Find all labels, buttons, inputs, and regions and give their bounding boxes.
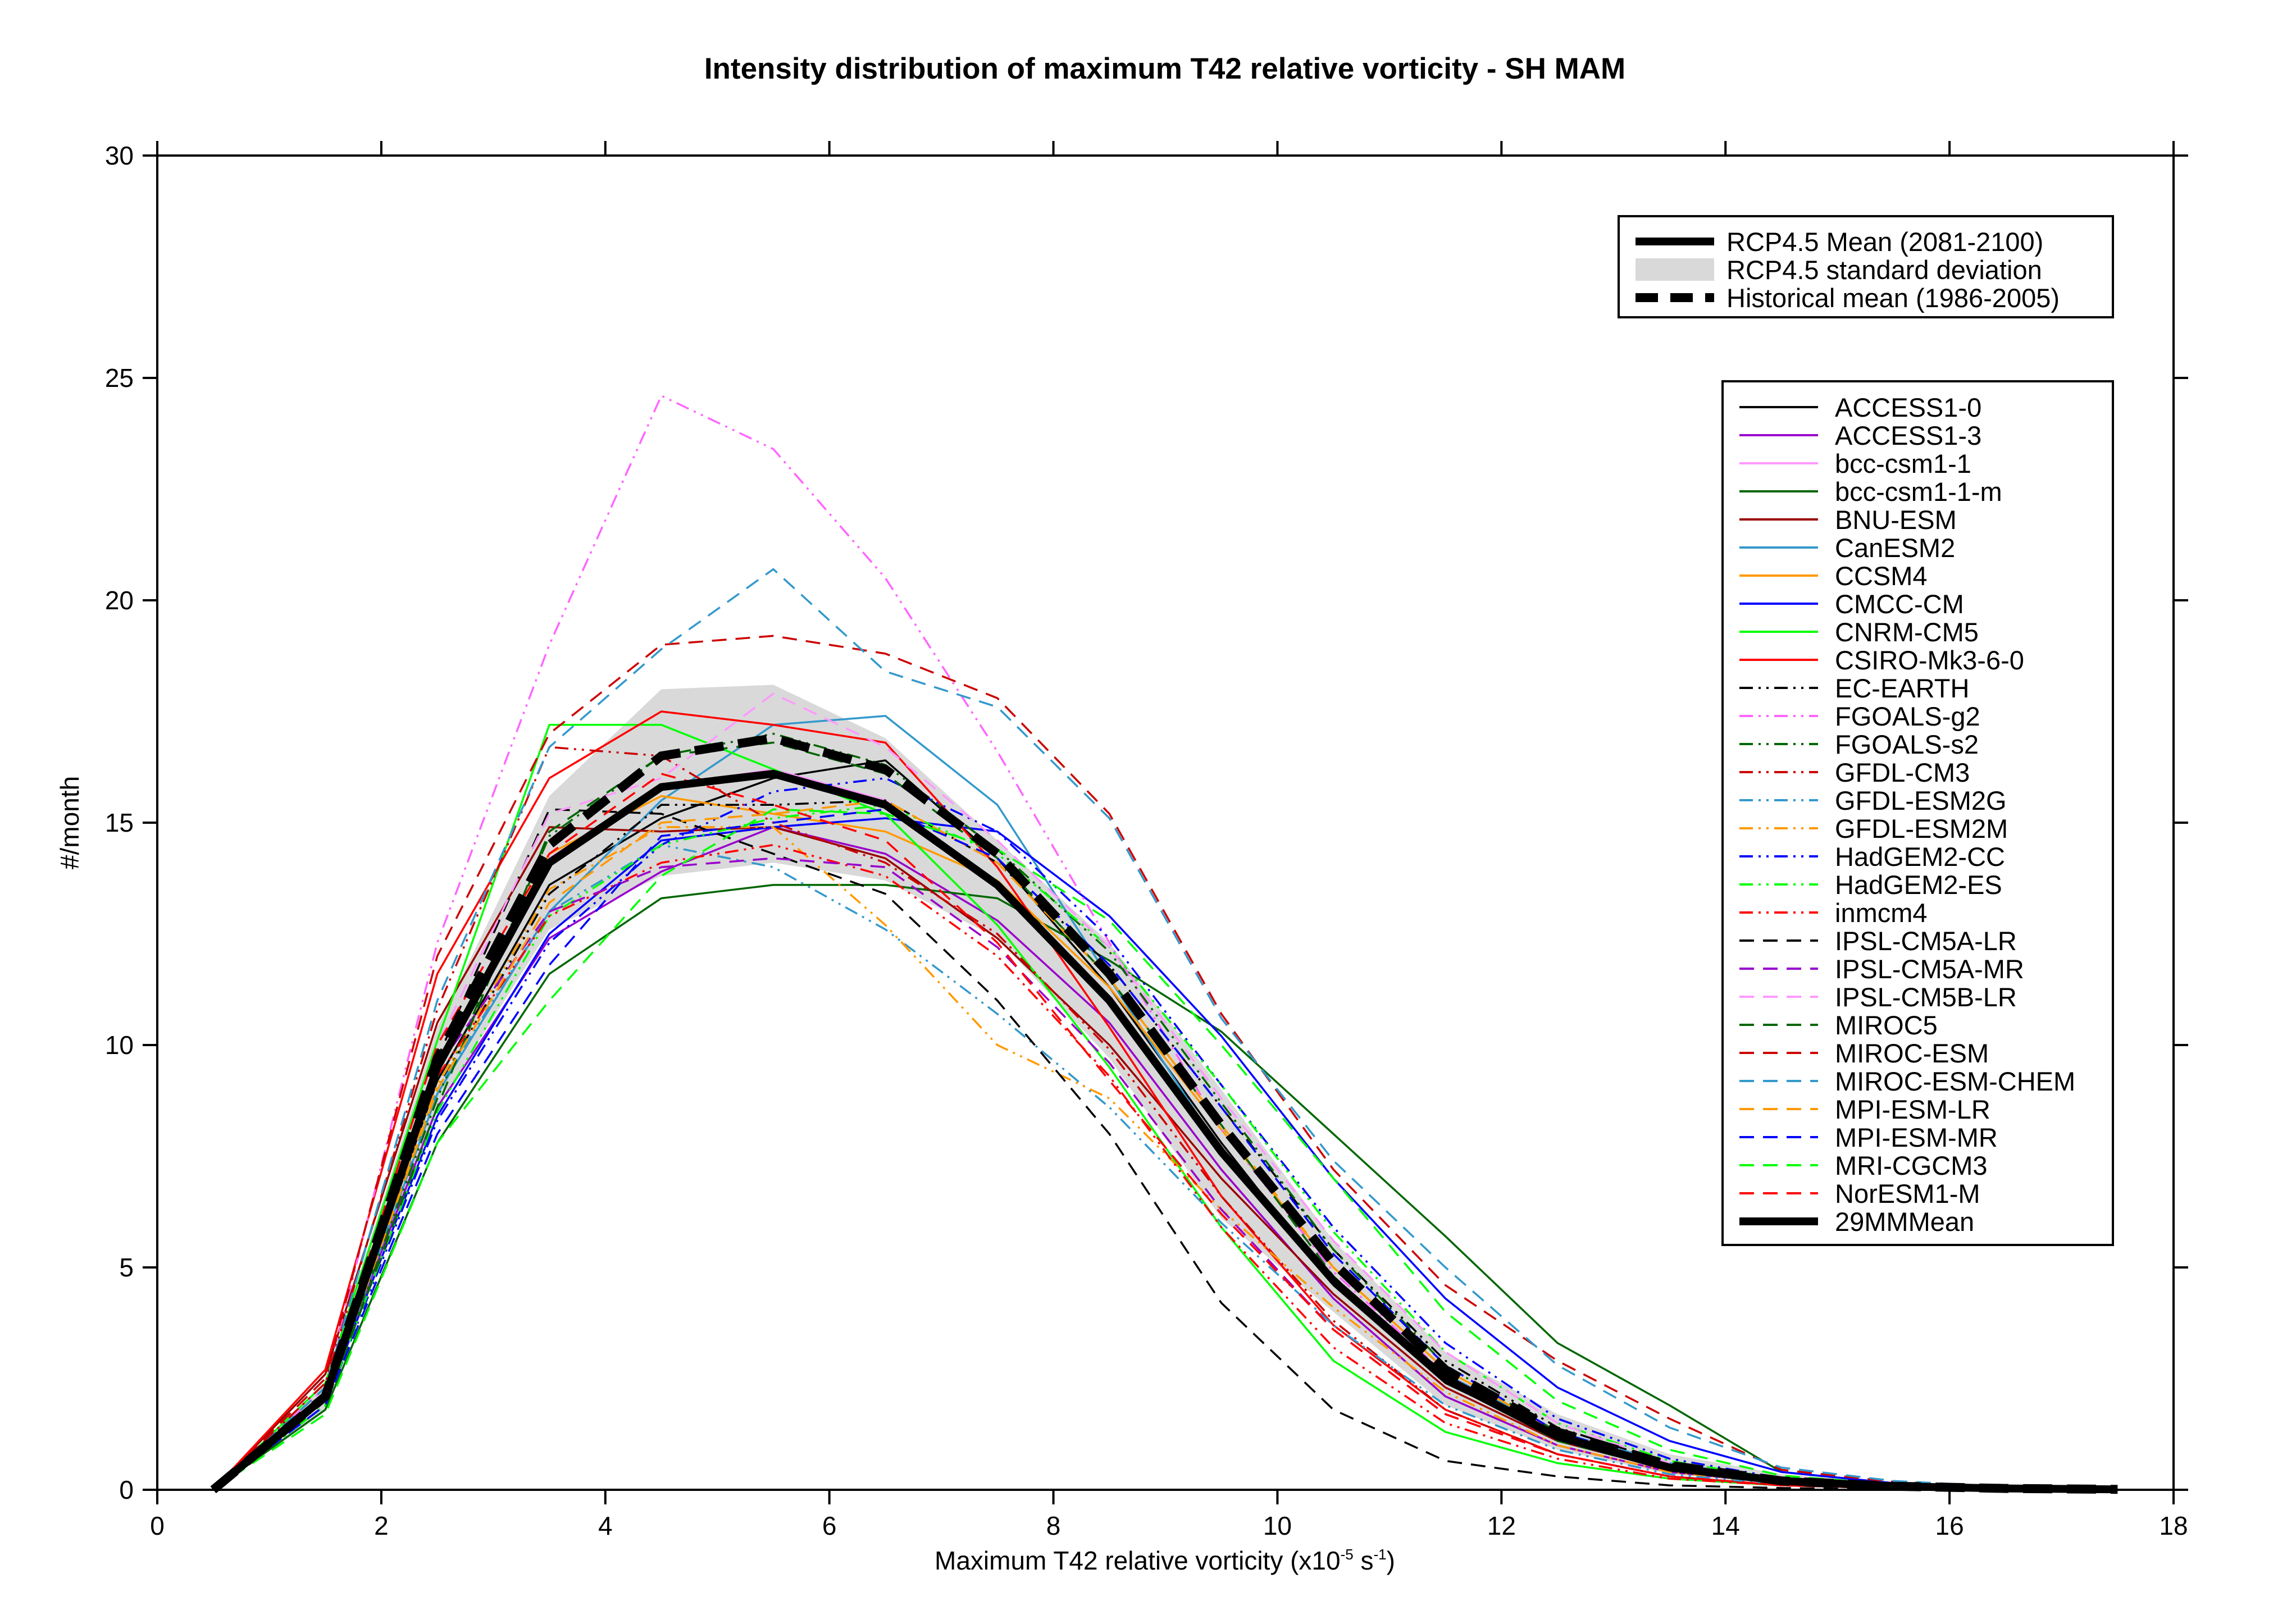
series-line-GFDL-ESM2G [212, 843, 2118, 1491]
x-tick-label: 14 [1711, 1511, 1740, 1540]
y-tick-labels: 0 5 10 15 20 25 30 [105, 141, 134, 1504]
series-layer [210, 394, 2118, 1494]
legend-label-HadGEM2-CC: HadGEM2-CC [1835, 842, 2005, 872]
legend-label-MIROC5: MIROC5 [1835, 1010, 1938, 1040]
legend-label-29MMMean: 29MMMean [1835, 1207, 1974, 1237]
y-tick-label: 15 [105, 808, 134, 837]
legend-label-NorESM1-M: NorESM1-M [1835, 1179, 1980, 1208]
y-tick-label: 10 [105, 1030, 134, 1060]
legend-label-MPI-ESM-LR: MPI-ESM-LR [1835, 1094, 1990, 1124]
x-tick-label: 12 [1487, 1511, 1516, 1540]
legend-label-FGOALS-g2: FGOALS-g2 [1835, 701, 1980, 731]
x-tick-label: 4 [598, 1511, 613, 1540]
legend-label-GFDL-CM3: GFDL-CM3 [1835, 758, 1970, 787]
legend-label-BNU-ESM: BNU-ESM [1835, 505, 1957, 535]
legend-label-CCSM4: CCSM4 [1835, 561, 1928, 591]
series-line-MRI-CGCM3 [212, 808, 2118, 1491]
y-tick-label: 20 [105, 586, 134, 615]
legend-label-GFDL-ESM2G: GFDL-ESM2G [1835, 786, 2007, 815]
legend-label-EC-EARTH: EC-EARTH [1835, 673, 1969, 703]
legend-label-FGOALS-s2: FGOALS-s2 [1835, 729, 1979, 759]
x-tick-label: 10 [1263, 1511, 1292, 1540]
legend-models: ACCESS1-0ACCESS1-3bcc-csm1-1bcc-csm1-1-m… [1721, 380, 2114, 1246]
y-tick-label: 5 [119, 1253, 134, 1282]
legend-label-CMCC-CM: CMCC-CM [1835, 589, 1964, 619]
x-tick-labels: 0 2 4 6 8 10 12 14 16 18 [150, 1511, 2188, 1540]
std-dev-band [213, 685, 2118, 1490]
legend-label-IPSL-CM5A-LR: IPSL-CM5A-LR [1835, 926, 2017, 956]
y-tick-label: 0 [119, 1475, 134, 1504]
legend-label-MIROC-ESM: MIROC-ESM [1835, 1038, 1989, 1068]
x-tick-label: 8 [1046, 1511, 1061, 1540]
x-tick-label: 18 [2159, 1511, 2188, 1540]
legend-label-bcc-csm1-1: bcc-csm1-1 [1835, 449, 1971, 478]
legend-label-GFDL-ESM2M: GFDL-ESM2M [1835, 814, 2008, 843]
legend-models-frame [1721, 380, 2114, 1246]
legend-top-label: RCP4.5 Mean (2081-2100) [1726, 227, 2043, 257]
legend-label-CSIRO-Mk3-6-0: CSIRO-Mk3-6-0 [1835, 645, 2024, 675]
legend-label-CNRM-CM5: CNRM-CM5 [1835, 617, 1979, 647]
legend-label-HadGEM2-ES: HadGEM2-ES [1835, 870, 2002, 900]
legend-label-CanESM2: CanESM2 [1835, 533, 1955, 563]
y-axis-label: #/month [55, 776, 84, 869]
legend-label-MIROC-ESM-CHEM: MIROC-ESM-CHEM [1835, 1066, 2075, 1096]
legend-label-MRI-CGCM3: MRI-CGCM3 [1835, 1151, 1988, 1180]
series-line-MPI-ESM-MR [212, 808, 2118, 1491]
chart-title: Intensity distribution of maximum T42 re… [704, 52, 1625, 85]
series-line-IPSL-CM5A-LR [212, 808, 2118, 1491]
y-tick-label: 30 [105, 141, 134, 170]
series-line-historical-mean [210, 733, 2118, 1494]
legend-top-label: Historical mean (1986-2005) [1726, 283, 2060, 313]
legend-top-swatch-band [1636, 258, 1714, 281]
series-line-MIROC-ESM [212, 635, 2118, 1491]
series-line-MIROC-ESM-CHEM [212, 568, 2118, 1491]
x-tick-label: 2 [374, 1511, 389, 1540]
legend-top-label: RCP4.5 standard deviation [1726, 255, 2042, 285]
legend-top: RCP4.5 Mean (2081-2100)RCP4.5 standard d… [1618, 215, 2114, 318]
tick-layer [143, 141, 2188, 1504]
legend-label-bcc-csm1-1-m: bcc-csm1-1-m [1835, 477, 2002, 507]
legend-label-IPSL-CM5A-MR: IPSL-CM5A-MR [1835, 954, 2024, 984]
legend-label-MPI-ESM-MR: MPI-ESM-MR [1835, 1123, 1998, 1152]
legend-label-IPSL-CM5B-LR: IPSL-CM5B-LR [1835, 982, 2017, 1012]
x-axis-label: Maximum T42 relative vorticity (x10-5 s-… [935, 1546, 1395, 1575]
legend-label-ACCESS1-3: ACCESS1-3 [1835, 421, 1981, 450]
series-line-NorESM1-M [212, 773, 2118, 1491]
std-dev-band-layer [213, 685, 2118, 1490]
x-tick-label: 0 [150, 1511, 165, 1540]
series-line-CMCC-CM [212, 817, 2118, 1491]
x-tick-label: 6 [822, 1511, 837, 1540]
legend-label-ACCESS1-0: ACCESS1-0 [1835, 393, 1981, 422]
series-line-FGOALS-g2 [212, 394, 2118, 1491]
legend-label-inmcm4: inmcm4 [1835, 898, 1928, 928]
series-line-29MMMean [211, 769, 2118, 1494]
x-tick-label: 16 [1935, 1511, 1964, 1540]
series-line-HadGEM2-ES [212, 804, 2118, 1491]
y-tick-label: 25 [105, 363, 134, 393]
